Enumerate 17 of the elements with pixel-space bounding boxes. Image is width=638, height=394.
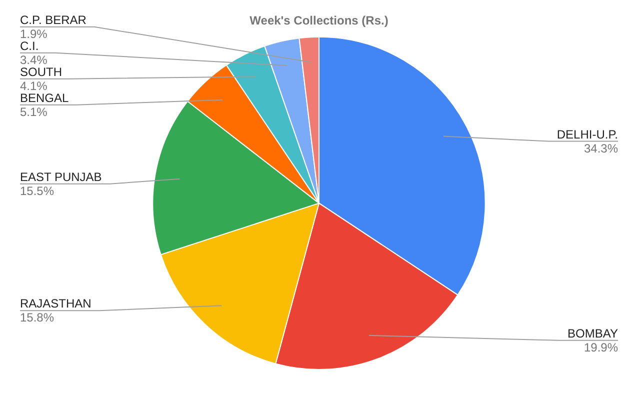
data-label: 5.1% xyxy=(20,104,48,119)
data-label: 34.3% xyxy=(584,141,618,156)
slice-label: C.P. BERAR xyxy=(20,12,87,27)
slice-label: BOMBAY xyxy=(568,326,618,340)
chart-title: Week's Collections (Rs.) xyxy=(250,14,388,28)
slice-label: SOUTH xyxy=(20,64,62,79)
slice-label: DELHI-U.P. xyxy=(556,127,618,142)
data-label: 15.8% xyxy=(20,310,54,325)
data-label: 3.4% xyxy=(20,52,48,67)
data-label: 1.9% xyxy=(20,26,48,41)
slice-label: BENGAL xyxy=(20,90,70,105)
data-label: 4.1% xyxy=(20,78,48,93)
data-label: 15.5% xyxy=(20,184,54,198)
slice-label: C.I. xyxy=(20,38,39,53)
slice-label: EAST PUNJAB xyxy=(20,170,102,184)
data-label: 19.9% xyxy=(584,340,618,354)
slice-label: RAJASTHAN xyxy=(20,296,92,311)
